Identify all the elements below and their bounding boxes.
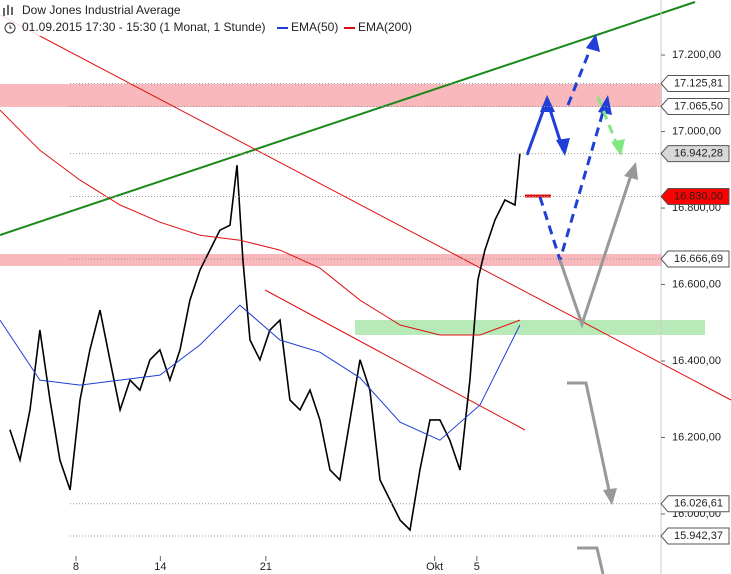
arrow-head <box>598 95 612 115</box>
header: Dow Jones Industrial Average 01.09.2015 … <box>0 0 412 36</box>
level-box <box>660 527 730 545</box>
chart-subtitle: 01.09.2015 17:30 - 15:30 (1 Monat, 1 Stu… <box>22 20 266 34</box>
level-box <box>660 98 730 116</box>
support-zone <box>0 254 662 266</box>
icon <box>3 5 13 16</box>
x-tick-label: Okt <box>426 561 443 573</box>
arrow <box>558 171 634 329</box>
arrow-head <box>586 34 600 52</box>
legend-entry: EMA(50) <box>291 20 338 34</box>
arrow-head <box>603 488 617 505</box>
level-label: 16.942,28 <box>674 148 723 160</box>
level-label: 16.666,69 <box>674 253 723 265</box>
series-line <box>9 153 521 532</box>
level-label: 15.942,37 <box>674 530 723 542</box>
x-tick-label: 5 <box>474 561 480 573</box>
level-label: 17.065,50 <box>674 100 723 112</box>
level-label: 16.026,61 <box>674 498 723 510</box>
arrow <box>538 104 607 266</box>
y-tick-label: 16.400,00 <box>672 355 721 367</box>
legend-entry: EMA(200) <box>358 20 412 34</box>
arrow <box>596 96 619 146</box>
level-label: 17.125,81 <box>674 77 723 89</box>
trend-line <box>0 14 731 401</box>
level-label: 16.830,00 <box>674 190 723 202</box>
x-tick-label: 21 <box>260 561 272 573</box>
level-box <box>660 250 730 268</box>
level-box <box>660 188 730 206</box>
level-box <box>660 145 730 163</box>
clock-icon <box>9 25 12 29</box>
arrow <box>566 41 595 106</box>
x-tick-label: 8 <box>73 561 79 573</box>
y-tick-label: 17.200,00 <box>672 49 721 61</box>
series-line <box>0 109 521 336</box>
arrow <box>577 546 605 574</box>
x-tick-label: 14 <box>154 561 166 573</box>
trend-line <box>0 1 696 236</box>
arrow-head <box>540 95 555 112</box>
arrow <box>567 381 612 496</box>
level-box <box>660 74 730 92</box>
arrow-head <box>556 138 570 156</box>
clock-icon <box>4 22 16 34</box>
target-zone <box>355 320 705 335</box>
series-line <box>0 304 521 441</box>
level-box <box>660 495 730 513</box>
resistance-zone <box>0 84 662 107</box>
arrow-head <box>624 162 638 180</box>
y-tick-label: 17.000,00 <box>672 125 721 137</box>
y-tick-label: 16.200,00 <box>672 431 721 443</box>
trend-line <box>264 289 526 431</box>
arrow-head <box>611 139 625 156</box>
plot <box>0 109 521 532</box>
header-bg <box>0 0 330 36</box>
y-tick-label: 16.600,00 <box>672 278 721 290</box>
chart-title: Dow Jones Industrial Average <box>22 3 181 17</box>
